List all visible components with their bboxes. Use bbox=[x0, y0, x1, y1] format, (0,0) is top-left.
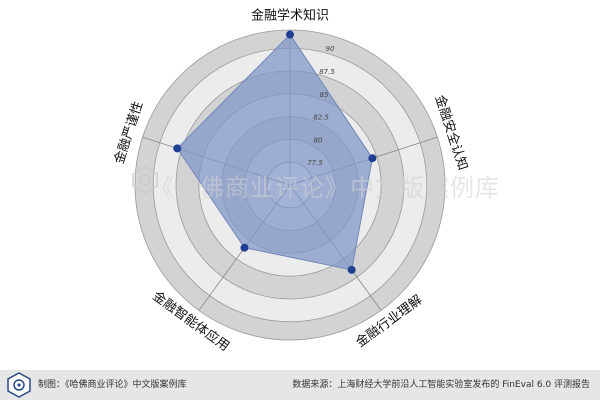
radar-series bbox=[173, 30, 377, 274]
radar-point bbox=[368, 154, 377, 163]
footer-bar: 制图：《哈佛商业评论》中文版案例库 数据来源：上海财经大学前沿人工智能实验室发布… bbox=[0, 370, 600, 400]
radial-tick-label: 87.5 bbox=[319, 68, 335, 76]
radial-tick-labels: 77.5 80 82.5 85 87.5 90 bbox=[307, 45, 335, 167]
footer-credit: 制图：《哈佛商业评论》中文版案例库 bbox=[38, 380, 187, 390]
radar-point bbox=[173, 144, 182, 153]
brand-logo-icon bbox=[7, 372, 31, 398]
radar-area bbox=[176, 33, 373, 271]
radar-point bbox=[240, 243, 249, 252]
radar-point bbox=[347, 265, 356, 274]
radial-tick-label: 77.5 bbox=[307, 159, 323, 167]
watermark-text: 《哈佛商业评论》中文版案例库 bbox=[150, 174, 500, 202]
radar-point bbox=[286, 30, 294, 39]
footer-source: 数据来源：上海财经大学前沿人工智能实验室发布的 FinEval 6.0 评测报告 bbox=[292, 380, 590, 390]
radial-tick-label: 90 bbox=[326, 45, 335, 53]
axis-label: 金融学术知识 bbox=[251, 8, 329, 24]
watermark-logo-icon bbox=[132, 166, 158, 194]
radial-tick-label: 80 bbox=[314, 136, 323, 144]
radial-tick-label: 85 bbox=[320, 91, 329, 99]
radial-tick-label: 82.5 bbox=[313, 114, 329, 122]
